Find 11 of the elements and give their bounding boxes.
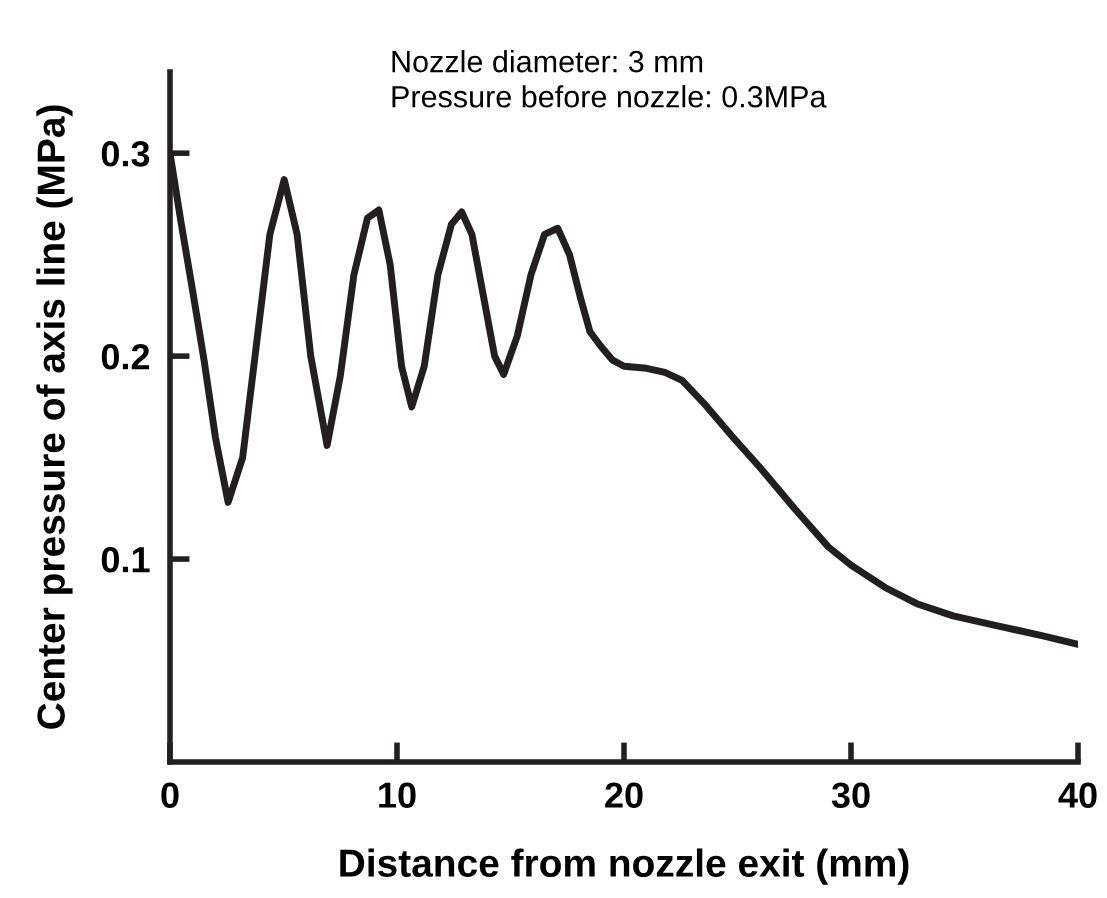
x-tick-label: 30 bbox=[831, 782, 870, 809]
y-tick-label: 0.3 bbox=[101, 141, 150, 167]
x-tick-label: 40 bbox=[1058, 782, 1097, 808]
x-tick-label: 20 bbox=[605, 782, 643, 808]
annotation: Nozzle diameter: 3 mm Pressure before nozzle: 0.3MPa bbox=[392, 50, 827, 108]
x-axis-title: Distance from nozzle exit (mm) bbox=[340, 848, 909, 885]
x-tick-label: 10 bbox=[379, 782, 416, 808]
x-tick-label: 0 bbox=[161, 782, 179, 808]
y-tick-label: 0.1 bbox=[101, 546, 150, 573]
y-axis-title: Center pressure of axis line (MPa) bbox=[36, 105, 73, 729]
y-tick-label: 0.2 bbox=[101, 343, 150, 370]
